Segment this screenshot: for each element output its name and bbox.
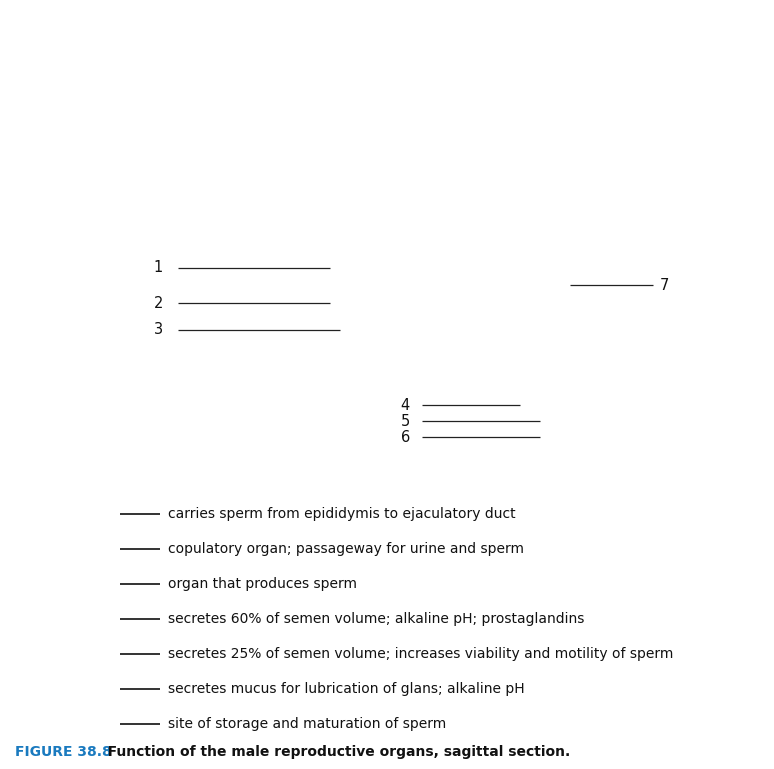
Text: secretes 25% of semen volume; increases viability and motility of sperm: secretes 25% of semen volume; increases … [168,647,673,661]
Text: 1: 1 [154,261,163,275]
Text: Function of the male reproductive organs, sagittal section.: Function of the male reproductive organs… [93,745,570,759]
Text: organ that produces sperm: organ that produces sperm [168,577,357,591]
Text: 4: 4 [401,398,410,412]
Text: secretes mucus for lubrication of glans; alkaline pH: secretes mucus for lubrication of glans;… [168,682,525,696]
Text: carries sperm from epididymis to ejaculatory duct: carries sperm from epididymis to ejacula… [168,507,515,521]
Text: 7: 7 [660,278,670,292]
Text: 5: 5 [401,414,410,428]
Text: secretes 60% of semen volume; alkaline pH; prostaglandins: secretes 60% of semen volume; alkaline p… [168,612,584,626]
Text: 3: 3 [154,322,163,338]
Text: FIGURE 38.8: FIGURE 38.8 [15,745,111,759]
Text: 6: 6 [401,430,410,444]
Text: 2: 2 [153,295,163,311]
Text: site of storage and maturation of sperm: site of storage and maturation of sperm [168,717,447,731]
Text: copulatory organ; passageway for urine and sperm: copulatory organ; passageway for urine a… [168,542,524,556]
